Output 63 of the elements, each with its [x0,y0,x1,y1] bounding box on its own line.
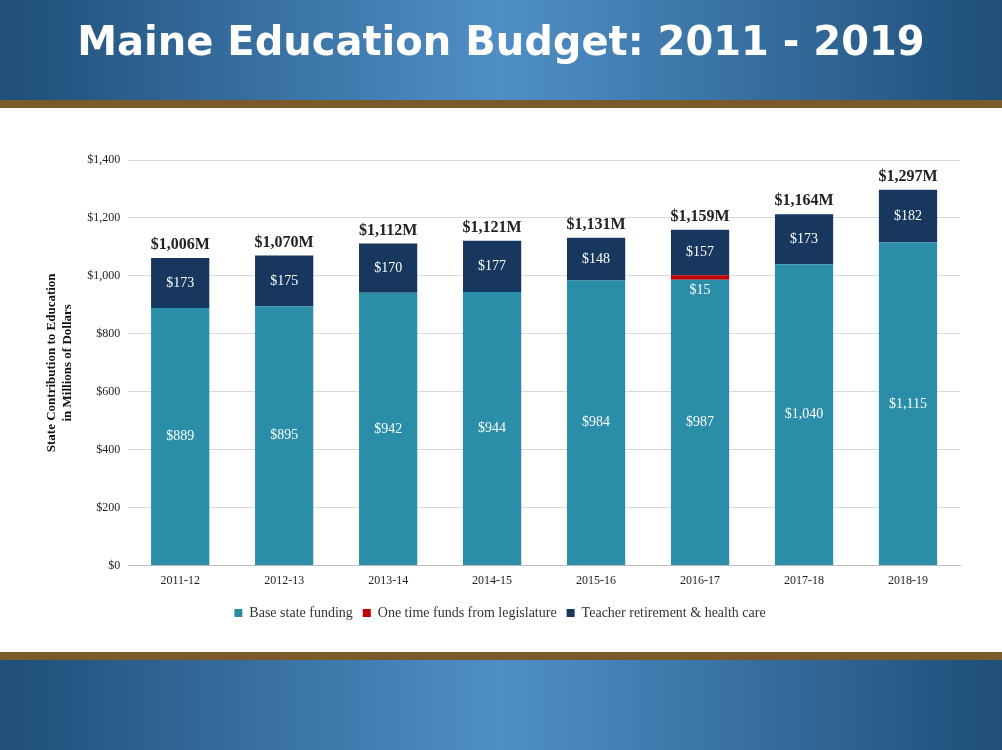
bar [359,292,418,566]
x-tick-label: 2013-14 [368,572,409,587]
data-label: $182 [894,207,923,223]
bar [774,264,834,566]
y-tick-label: $800 [96,325,121,340]
annotation: $1,164M [774,191,834,209]
x-tick-label: 2015-16 [576,572,617,587]
bar [359,243,418,293]
annotation: $1,112M [359,220,418,238]
bar [566,237,626,281]
data-label: $895 [270,427,299,443]
data-label: $177 [478,258,507,274]
data-label: $170 [374,259,403,275]
data-label: $1,040 [784,406,824,422]
y-axis-title: State Contribution to Education in Millions of Dollars [43,272,74,453]
data-label: $944 [478,420,507,436]
data-label: $987 [686,414,715,430]
bar [670,275,730,280]
y-tick-label: $0 [108,557,121,572]
bar [463,240,522,293]
y-tick-label: $1,000 [87,268,121,283]
annotation: $1,297M [878,166,938,184]
bar [151,308,210,566]
bar [151,257,210,309]
data-label: $984 [582,414,611,430]
data-label: $148 [582,250,611,266]
bar [255,255,314,307]
annotation: $1,070M [254,232,314,250]
bar [566,280,626,566]
bar [255,306,314,566]
bar [878,189,938,243]
x-tick-label: 2018-19 [888,572,929,587]
annotation: $1,131M [566,214,626,232]
data-label: $15 [689,282,711,298]
y-tick-label: $200 [96,499,121,514]
annotation: $1,121M [462,217,522,235]
bar [878,242,938,566]
legend-label: Teacher retirement & health care [581,604,766,620]
x-tick-label: 2011-12 [160,572,200,587]
data-label: $173 [790,230,819,246]
x-tick-label: 2017-18 [784,572,825,587]
data-label: $889 [166,428,195,444]
bar [670,229,730,276]
y-tick-label: $600 [96,383,121,398]
data-label: $173 [166,274,195,290]
data-label: $1,115 [889,395,927,411]
x-tick-label: 2012-13 [264,572,305,587]
x-tick-label: 2014-15 [472,572,513,587]
data-label: $157 [686,244,715,260]
x-tick-label: 2016-17 [680,572,721,587]
legend-label: Base state funding [249,604,353,620]
bar [670,279,730,566]
annotation: $1,006M [150,235,210,253]
bar [774,214,834,265]
y-tick-label: $1,200 [87,210,121,225]
chart-title: Maine Education Budget: 2011 - 2019 [76,18,926,64]
data-label: $942 [374,420,403,436]
legend-label: One time funds from legislature [377,604,557,620]
y-tick-label: $1,400 [87,152,121,167]
data-label: $175 [270,272,299,288]
y-tick-label: $400 [96,441,121,456]
bar [463,292,522,566]
annotation: $1,159M [670,206,730,224]
